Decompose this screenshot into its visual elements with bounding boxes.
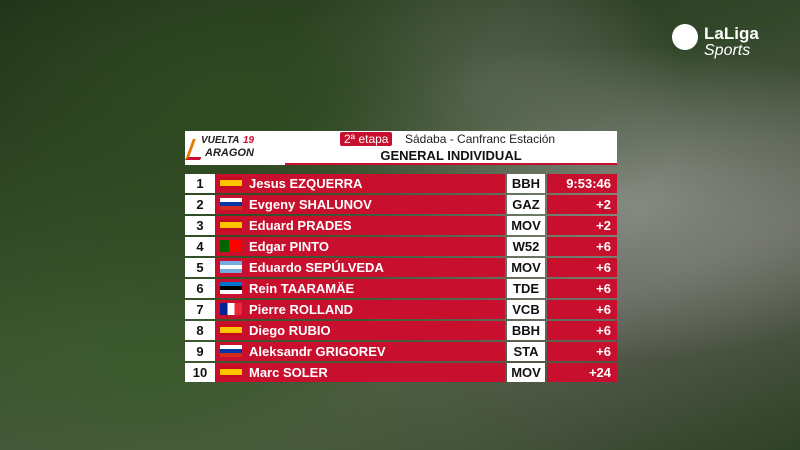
- rider-name: Eduardo SEPÚLVEDA: [215, 258, 505, 277]
- flag: [220, 282, 242, 294]
- flag: [220, 219, 242, 231]
- rider-name: Eduard PRADES: [215, 216, 505, 235]
- logo-line1: VUELTA: [201, 135, 240, 146]
- time-gap: +6: [547, 321, 617, 340]
- position: 9: [185, 342, 215, 361]
- team-code: MOV: [507, 363, 545, 382]
- flag: [220, 303, 242, 315]
- logo-icon: [672, 24, 698, 50]
- time-gap: +24: [547, 363, 617, 382]
- position: 10: [185, 363, 215, 382]
- position: 4: [185, 237, 215, 256]
- rider-name: Marc SOLER: [215, 363, 505, 382]
- team-code: GAZ: [507, 195, 545, 214]
- header-panel: VUELTA 19 ARAGON 2ª etapa Sádaba - Canfr…: [185, 131, 617, 165]
- broadcaster-sub: Sports: [704, 42, 751, 59]
- position: 5: [185, 258, 215, 277]
- position: 1: [185, 174, 215, 193]
- team-code: VCB: [507, 300, 545, 319]
- team-code: W52: [507, 237, 545, 256]
- team-code: STA: [507, 342, 545, 361]
- rider-name: Evgeny SHALUNOV: [215, 195, 505, 214]
- rider-name: Rein TAARAMÄE: [215, 279, 505, 298]
- time-gap: +2: [547, 195, 617, 214]
- time-gap: +6: [547, 342, 617, 361]
- time-gap: +6: [547, 258, 617, 277]
- position: 6: [185, 279, 215, 298]
- time-gap: 9:53:46: [547, 174, 617, 193]
- flag: [220, 177, 242, 189]
- team-code: TDE: [507, 279, 545, 298]
- rider-name: Edgar PINTO: [215, 237, 505, 256]
- team-code: MOV: [507, 216, 545, 235]
- broadcaster-logo: LaLiga Sports: [672, 22, 782, 64]
- stage-route: Sádaba - Canfranc Estación: [405, 132, 556, 146]
- flag: [220, 240, 242, 252]
- position: 2: [185, 195, 215, 214]
- rider-name: Pierre ROLLAND: [215, 300, 505, 319]
- flag: [220, 345, 242, 357]
- rider-name: Jesus EZQUERRA: [215, 174, 505, 193]
- team-code: BBH: [507, 174, 545, 193]
- flag: [220, 324, 242, 336]
- position: 8: [185, 321, 215, 340]
- rider-name: Diego RUBIO: [215, 321, 505, 340]
- standings-title: GENERAL INDIVIDUAL: [285, 148, 617, 165]
- stage-number: 2ª etapa: [340, 132, 393, 146]
- time-gap: +2: [547, 216, 617, 235]
- time-gap: +6: [547, 279, 617, 298]
- team-code: BBH: [507, 321, 545, 340]
- position: 3: [185, 216, 215, 235]
- logo-line2: ARAGON: [205, 147, 254, 159]
- race-logo: VUELTA 19 ARAGON: [185, 133, 265, 163]
- flag: [220, 261, 242, 273]
- position: 7: [185, 300, 215, 319]
- team-code: MOV: [507, 258, 545, 277]
- time-gap: +6: [547, 237, 617, 256]
- time-gap: +6: [547, 300, 617, 319]
- broadcaster-name: LaLiga: [704, 24, 759, 43]
- flag: [220, 366, 242, 378]
- flag: [220, 198, 242, 210]
- rider-name: Aleksandr GRIGOREV: [215, 342, 505, 361]
- logo-edition: 19: [243, 135, 255, 146]
